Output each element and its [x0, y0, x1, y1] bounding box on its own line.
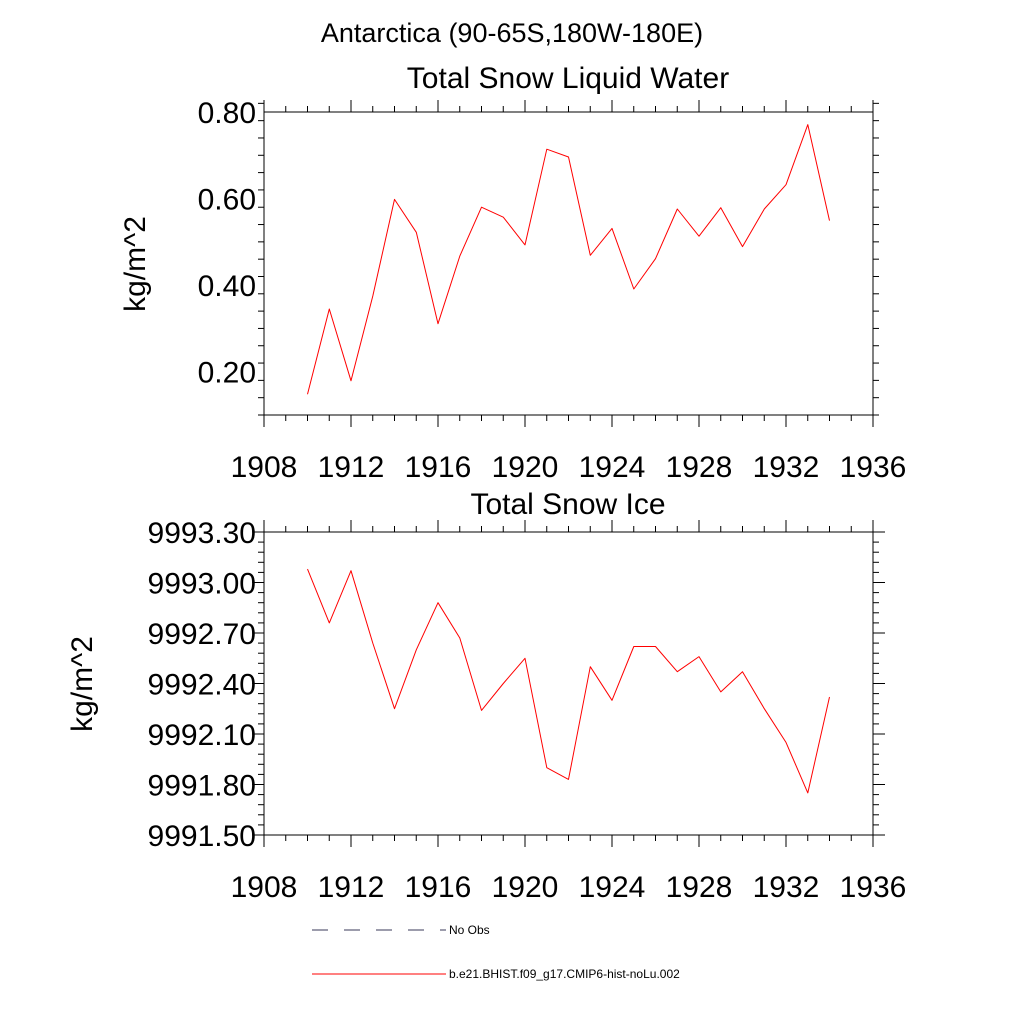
x-tick-label: 1908 — [231, 451, 298, 484]
legend-item-no-obs: No Obs — [312, 923, 490, 937]
x-tick-label: 1936 — [840, 451, 907, 484]
legend: No Obs b.e21.BHIST.f09_g17.CMIP6-hist-no… — [312, 923, 680, 981]
data-series — [307, 124, 830, 395]
x-tick-label: 1928 — [666, 451, 733, 484]
x-tick-label: 1924 — [579, 871, 646, 904]
figure-suptitle: Antarctica (90-65S,180W-180E) — [321, 18, 703, 48]
axis-ticks — [252, 520, 885, 847]
y-tick-label: 0.20 — [198, 357, 256, 390]
y-tick-label: 9993.30 — [148, 517, 256, 550]
x-tick-labels: 1908 1912 1916 1920 1924 1928 1932 1936 — [231, 451, 907, 484]
chart-snow-liquid-water: Total Snow Liquid Water kg/m^2 0.200.400… — [119, 62, 906, 484]
x-tick-label: 1928 — [666, 871, 733, 904]
axis-ticks — [258, 100, 879, 427]
x-tick-label: 1932 — [753, 451, 820, 484]
y-tick-label: 9993.00 — [148, 568, 256, 601]
y-tick-label: 9991.50 — [148, 820, 256, 853]
x-tick-label: 1920 — [492, 871, 559, 904]
y-tick-label: 9991.80 — [148, 770, 256, 803]
chart-snow-ice: Total Snow Ice kg/m^2 9991.50 9991.80 9992… — [66, 488, 906, 904]
y-tick-labels: 9991.50 9991.80 9992.10 9992.40 9992.70 9993.… — [148, 517, 256, 853]
x-tick-label: 1924 — [579, 451, 646, 484]
legend-item-model-run: b.e21.BHIST.f09_g17.CMIP6-hist-noLu.002 — [312, 967, 680, 981]
x-tick-label: 1932 — [753, 871, 820, 904]
chart-title: Total Snow Ice — [470, 488, 665, 521]
data-series — [307, 568, 830, 794]
y-tick-label: 0.60 — [198, 184, 256, 217]
series-line — [307, 568, 830, 794]
x-tick-label: 1916 — [405, 451, 472, 484]
y-tick-label: 9992.70 — [148, 618, 256, 651]
y-tick-label: 9992.10 — [148, 719, 256, 752]
chart-title: Total Snow Liquid Water — [407, 62, 729, 95]
y-tick-label: 0.40 — [198, 270, 256, 303]
x-tick-label: 1936 — [840, 871, 907, 904]
plot-frame — [263, 531, 874, 836]
legend-label: No Obs — [449, 923, 490, 937]
x-tick-label: 1920 — [492, 451, 559, 484]
x-tick-labels: 1908 1912 1916 1920 1924 1928 1932 1936 — [231, 871, 907, 904]
x-tick-label: 1916 — [405, 871, 472, 904]
y-tick-label: 9992.40 — [148, 669, 256, 702]
series-line — [307, 124, 830, 395]
x-tick-label: 1912 — [318, 451, 385, 484]
x-tick-label: 1908 — [231, 871, 298, 904]
y-tick-label: 0.80 — [198, 97, 256, 130]
y-axis-label: kg/m^2 — [66, 636, 99, 732]
y-tick-labels: 0.20 0.40 0.60 0.80 — [198, 97, 256, 390]
x-tick-label: 1912 — [318, 871, 385, 904]
y-axis-label: kg/m^2 — [119, 216, 152, 312]
legend-label: b.e21.BHIST.f09_g17.CMIP6-hist-noLu.002 — [449, 967, 680, 981]
